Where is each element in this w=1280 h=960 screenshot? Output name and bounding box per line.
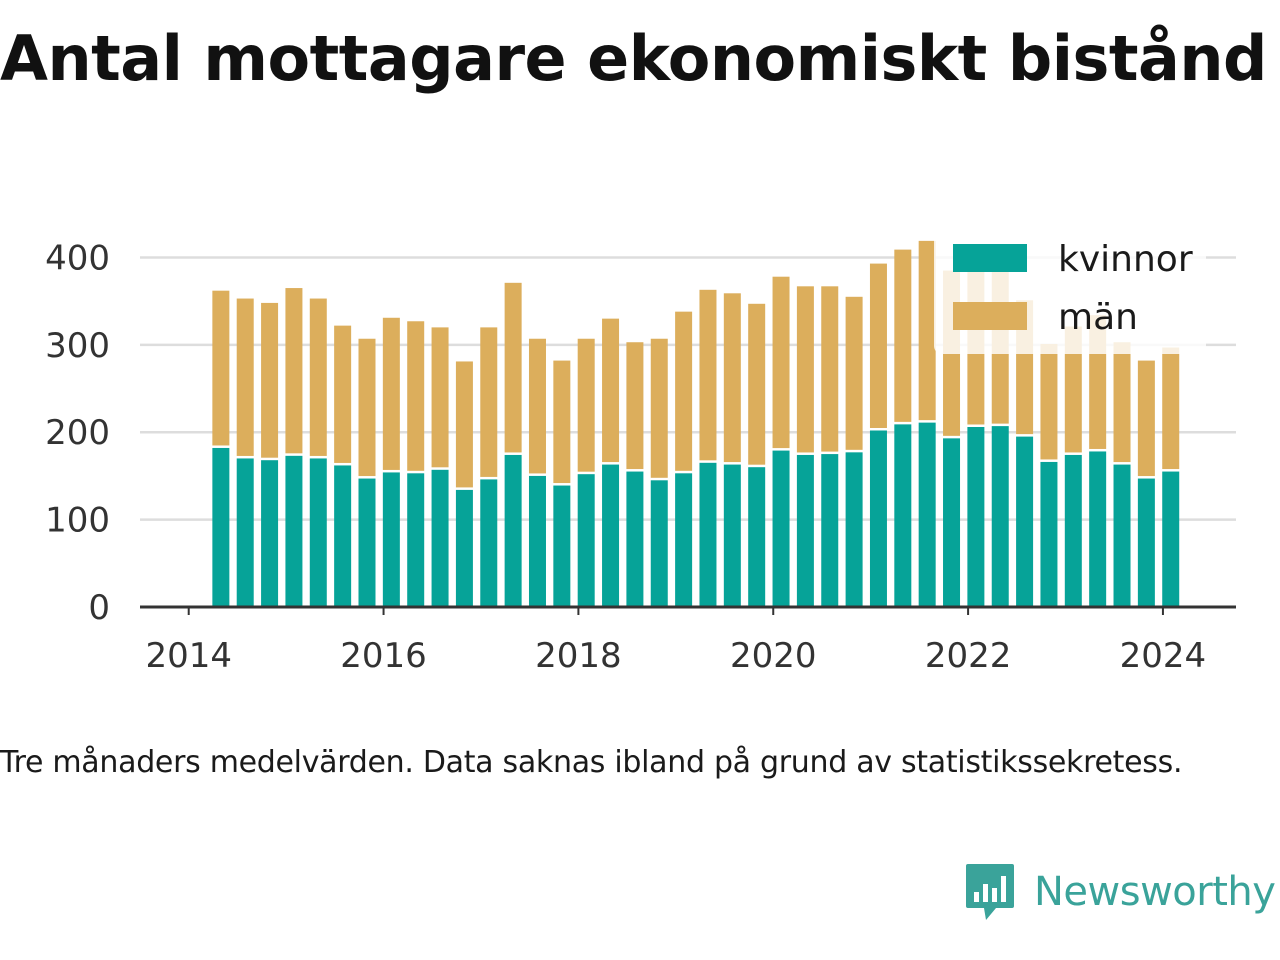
bar-man bbox=[334, 325, 352, 463]
bar-man bbox=[675, 311, 693, 471]
legend-swatch bbox=[953, 244, 1027, 272]
bar-kvinnor bbox=[382, 472, 400, 607]
chart-caption: Tre månaders medelvärden. Data saknas ib… bbox=[0, 745, 1183, 780]
bar-kvinnor bbox=[528, 475, 546, 607]
bar-kvinnor bbox=[309, 458, 327, 607]
bar-man bbox=[431, 327, 449, 468]
y-tick-label: 300 bbox=[45, 326, 110, 366]
bar-kvinnor bbox=[261, 460, 279, 607]
x-tick-label: 2022 bbox=[925, 636, 1012, 676]
y-tick-label: 400 bbox=[45, 238, 110, 278]
bar-kvinnor bbox=[577, 474, 595, 607]
axes: 0 100 200 300 400 2014 2016 2018 2020 2022 2024 bbox=[45, 238, 1236, 676]
y-tick-label: 100 bbox=[45, 501, 110, 541]
bar-man bbox=[626, 342, 644, 470]
bar-man bbox=[650, 338, 668, 478]
bar-kvinnor bbox=[1137, 478, 1155, 607]
bar-man bbox=[772, 276, 790, 449]
brand-name: Newsworthy bbox=[1034, 869, 1276, 915]
bar-man bbox=[602, 318, 620, 463]
bar-kvinnor bbox=[991, 426, 1009, 607]
bar-kvinnor bbox=[869, 430, 887, 607]
legend-label: kvinnor bbox=[1058, 239, 1193, 280]
brand-logo[interactable]: Newsworthy bbox=[964, 862, 1276, 922]
bar-kvinnor bbox=[1089, 451, 1107, 607]
bar-kvinnor bbox=[334, 465, 352, 607]
bar-kvinnor bbox=[358, 478, 376, 607]
bar-man bbox=[480, 327, 498, 477]
bar-kvinnor bbox=[553, 485, 571, 607]
x-tick-label: 2014 bbox=[145, 636, 232, 676]
bar-kvinnor bbox=[212, 447, 230, 607]
bar-man bbox=[285, 288, 303, 454]
bar-man bbox=[1064, 326, 1082, 453]
bar-man bbox=[1040, 343, 1058, 460]
bar-man bbox=[869, 263, 887, 428]
x-tick-label: 2018 bbox=[535, 636, 622, 676]
newsworthy-logo-icon bbox=[966, 864, 1014, 920]
bar-man bbox=[1162, 347, 1180, 470]
bar-man bbox=[382, 317, 400, 470]
bar-man bbox=[918, 240, 936, 421]
bar-man bbox=[796, 286, 814, 453]
bar-kvinnor bbox=[650, 480, 668, 607]
bar-kvinnor bbox=[236, 458, 254, 607]
bar-man bbox=[894, 249, 912, 422]
y-tick-label: 200 bbox=[45, 413, 110, 453]
bar-kvinnor bbox=[626, 471, 644, 607]
bar-man bbox=[1137, 360, 1155, 477]
bar-kvinnor bbox=[1064, 454, 1082, 607]
bar-man bbox=[358, 338, 376, 477]
bar-kvinnor bbox=[675, 473, 693, 607]
bar-kvinnor bbox=[504, 454, 522, 607]
bar-kvinnor bbox=[845, 452, 863, 607]
bar-kvinnor bbox=[943, 438, 961, 607]
bar-kvinnor bbox=[407, 473, 425, 607]
bar-man bbox=[845, 296, 863, 450]
bar-man bbox=[212, 290, 230, 446]
bar-kvinnor bbox=[1016, 436, 1034, 607]
bar-kvinnor bbox=[602, 464, 620, 607]
bar-man bbox=[528, 338, 546, 474]
y-tick-label: 0 bbox=[88, 588, 110, 628]
bar-man bbox=[553, 360, 571, 484]
bar-man bbox=[309, 298, 327, 456]
x-tick-label: 2016 bbox=[340, 636, 427, 676]
bar-kvinnor bbox=[821, 454, 839, 607]
bar-kvinnor bbox=[967, 426, 985, 607]
bar-man bbox=[699, 289, 717, 461]
bar-kvinnor bbox=[699, 462, 717, 607]
legend-swatch bbox=[953, 302, 1027, 330]
bar-man bbox=[504, 282, 522, 453]
legend-label: män bbox=[1058, 297, 1138, 338]
bar-kvinnor bbox=[285, 455, 303, 607]
bar-kvinnor bbox=[918, 422, 936, 607]
bar-kvinnor bbox=[894, 424, 912, 607]
bar-kvinnor bbox=[1113, 464, 1131, 607]
bar-kvinnor bbox=[455, 489, 473, 607]
bar-kvinnor bbox=[723, 464, 741, 607]
bar-kvinnor bbox=[772, 450, 790, 607]
bar-man bbox=[821, 286, 839, 452]
x-tick-label: 2020 bbox=[730, 636, 817, 676]
legend: kvinnor män bbox=[934, 232, 1206, 354]
bar-man bbox=[1113, 342, 1131, 463]
bar-man bbox=[723, 293, 741, 463]
bar-man bbox=[236, 298, 254, 456]
bar-kvinnor bbox=[1162, 471, 1180, 607]
bar-man bbox=[577, 338, 595, 472]
bar-man bbox=[407, 321, 425, 471]
bar-kvinnor bbox=[748, 467, 766, 607]
bar-kvinnor bbox=[431, 469, 449, 607]
bar-kvinnor bbox=[480, 479, 498, 607]
bar-man bbox=[748, 303, 766, 465]
bar-kvinnor bbox=[1040, 461, 1058, 607]
bar-man bbox=[455, 361, 473, 488]
bar-man bbox=[261, 302, 279, 458]
chart-title: Antal mottagare ekonomiskt bistånd bbox=[0, 22, 1267, 95]
bar-kvinnor bbox=[796, 454, 814, 607]
x-tick-label: 2024 bbox=[1120, 636, 1207, 676]
